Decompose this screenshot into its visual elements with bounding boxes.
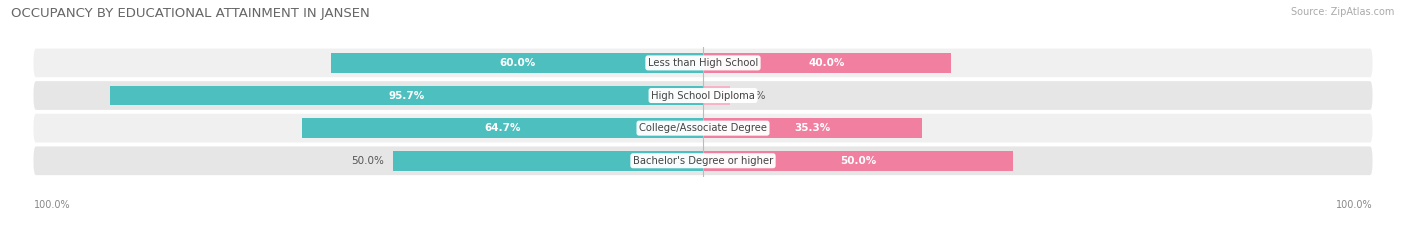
Bar <box>703 151 1012 171</box>
Text: OCCUPANCY BY EDUCATIONAL ATTAINMENT IN JANSEN: OCCUPANCY BY EDUCATIONAL ATTAINMENT IN J… <box>11 7 370 20</box>
FancyBboxPatch shape <box>34 81 1372 110</box>
Text: 35.3%: 35.3% <box>794 123 831 133</box>
Text: 50.0%: 50.0% <box>352 156 384 166</box>
Text: 50.0%: 50.0% <box>839 156 876 166</box>
Bar <box>394 151 703 171</box>
Text: 60.0%: 60.0% <box>499 58 536 68</box>
FancyBboxPatch shape <box>34 48 1372 77</box>
Bar <box>330 53 703 73</box>
Text: High School Diploma: High School Diploma <box>651 91 755 100</box>
Text: 40.0%: 40.0% <box>808 58 845 68</box>
Text: Bachelor's Degree or higher: Bachelor's Degree or higher <box>633 156 773 166</box>
Bar <box>302 118 703 138</box>
Text: 95.7%: 95.7% <box>388 91 425 100</box>
Bar <box>703 53 950 73</box>
Text: 100.0%: 100.0% <box>34 200 70 210</box>
Bar <box>703 118 922 138</box>
Text: Less than High School: Less than High School <box>648 58 758 68</box>
Bar <box>703 86 730 105</box>
FancyBboxPatch shape <box>34 114 1372 143</box>
Text: 64.7%: 64.7% <box>484 123 520 133</box>
Text: 100.0%: 100.0% <box>1336 200 1372 210</box>
Text: 4.4%: 4.4% <box>740 91 766 100</box>
Text: College/Associate Degree: College/Associate Degree <box>638 123 768 133</box>
Bar <box>110 86 703 105</box>
FancyBboxPatch shape <box>34 146 1372 175</box>
Text: Source: ZipAtlas.com: Source: ZipAtlas.com <box>1291 7 1395 17</box>
